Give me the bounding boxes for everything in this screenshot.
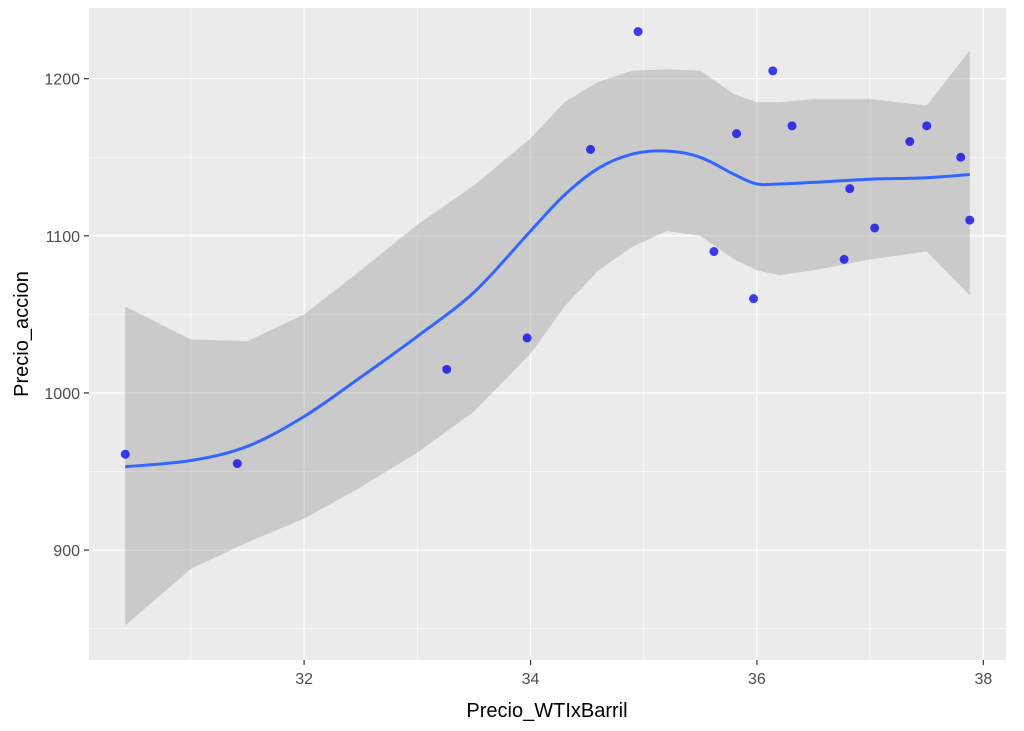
y-tick-label: 1200 xyxy=(44,72,80,89)
plot-panel xyxy=(89,8,1006,660)
data-point xyxy=(120,449,130,459)
data-point xyxy=(839,254,849,264)
data-point xyxy=(905,137,915,147)
y-axis-title: Precio_accion xyxy=(11,271,33,397)
data-point xyxy=(586,144,596,154)
data-point xyxy=(522,333,532,343)
data-point xyxy=(633,27,643,37)
minor-gridlines xyxy=(89,8,1006,660)
y-tick-label: 900 xyxy=(53,543,80,560)
data-points xyxy=(120,27,975,469)
x-tick-label: 38 xyxy=(974,671,992,688)
data-point xyxy=(922,121,932,131)
data-point xyxy=(442,364,452,374)
y-tick-label: 1000 xyxy=(44,386,80,403)
data-point xyxy=(845,184,855,194)
data-point xyxy=(732,129,742,139)
data-point xyxy=(709,247,719,257)
x-tick-label: 34 xyxy=(522,671,540,688)
x-tick-label: 36 xyxy=(748,671,766,688)
data-point xyxy=(768,66,778,76)
major-gridlines xyxy=(89,8,1006,660)
y-axis-ticks: 900 1000 1100 1200 xyxy=(44,72,89,560)
data-point xyxy=(870,223,880,233)
data-point xyxy=(965,215,975,225)
y-tick-label: 1100 xyxy=(46,229,81,246)
smooth-line xyxy=(125,149,970,469)
data-point xyxy=(232,459,242,469)
data-point xyxy=(956,152,966,162)
confidence-band xyxy=(125,50,970,626)
data-point xyxy=(749,294,759,304)
x-axis-ticks: 32 34 36 38 xyxy=(295,660,992,688)
data-point xyxy=(787,121,797,131)
x-tick-label: 32 xyxy=(295,671,313,688)
x-axis-title: Precio_WTIxBarril xyxy=(466,700,627,722)
